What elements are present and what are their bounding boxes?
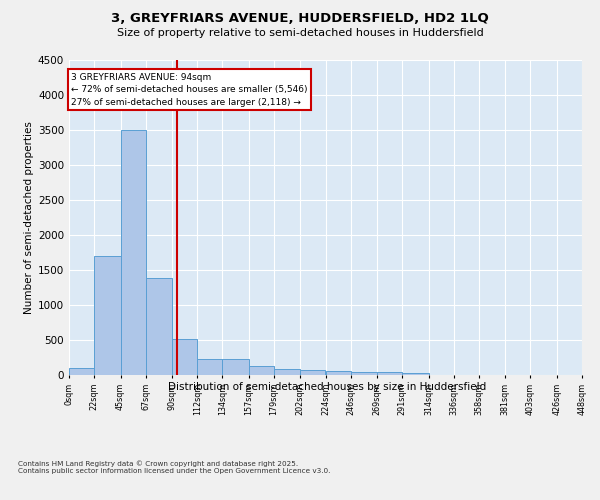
Bar bbox=[121, 130, 146, 375]
Bar bbox=[301, 370, 325, 375]
Text: Contains HM Land Registry data © Crown copyright and database right 2025.
Contai: Contains HM Land Registry data © Crown c… bbox=[18, 460, 331, 473]
Bar bbox=[172, 338, 197, 375]
Bar bbox=[377, 372, 402, 375]
Bar bbox=[223, 359, 249, 375]
Bar bbox=[146, 278, 172, 375]
Bar bbox=[249, 366, 274, 375]
Text: Distribution of semi-detached houses by size in Huddersfield: Distribution of semi-detached houses by … bbox=[168, 382, 486, 392]
Y-axis label: Number of semi-detached properties: Number of semi-detached properties bbox=[24, 121, 34, 314]
Bar bbox=[69, 368, 94, 375]
Text: 3, GREYFRIARS AVENUE, HUDDERSFIELD, HD2 1LQ: 3, GREYFRIARS AVENUE, HUDDERSFIELD, HD2 … bbox=[111, 12, 489, 26]
Bar bbox=[402, 372, 428, 375]
Bar bbox=[325, 371, 350, 375]
Bar bbox=[197, 359, 223, 375]
Bar bbox=[94, 256, 121, 375]
Bar bbox=[274, 370, 301, 375]
Bar bbox=[350, 372, 377, 375]
Text: 3 GREYFRIARS AVENUE: 94sqm
← 72% of semi-detached houses are smaller (5,546)
27%: 3 GREYFRIARS AVENUE: 94sqm ← 72% of semi… bbox=[71, 72, 308, 106]
Text: Size of property relative to semi-detached houses in Huddersfield: Size of property relative to semi-detach… bbox=[116, 28, 484, 38]
